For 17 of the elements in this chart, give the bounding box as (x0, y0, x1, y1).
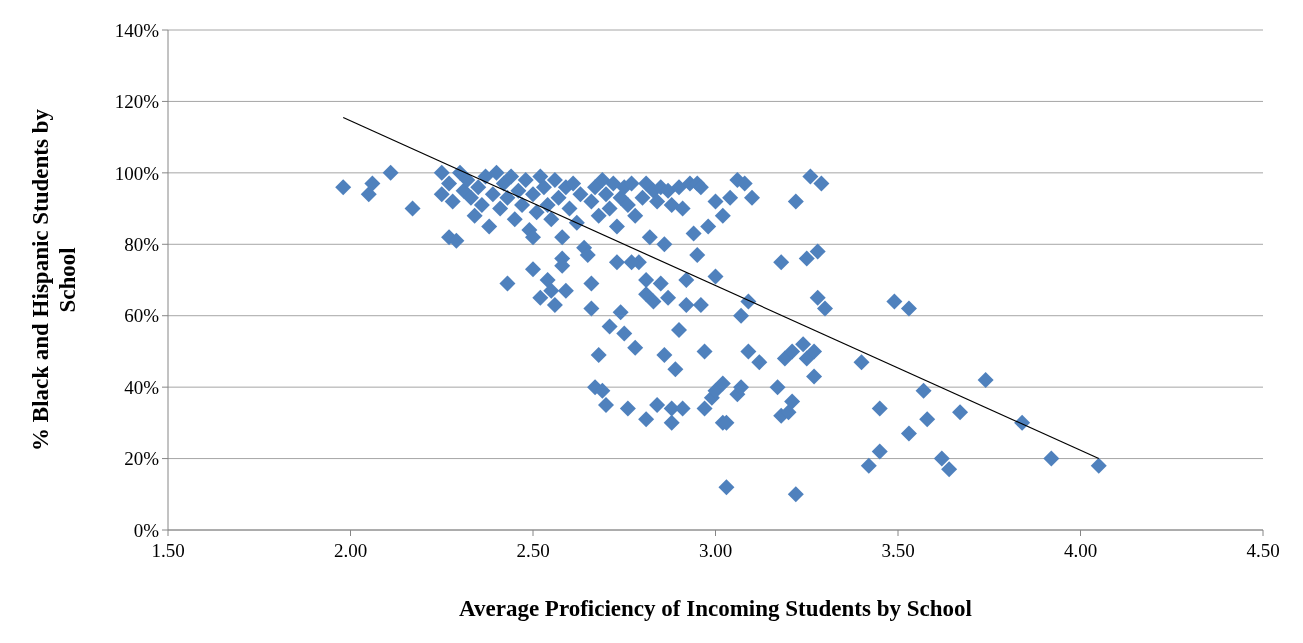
y-axis-title: % Black and Hispanic Students by School (28, 108, 80, 451)
y-tick-label: 60% (124, 305, 160, 327)
y-tick-label: 100% (114, 162, 160, 184)
y-tick-label: 40% (124, 376, 160, 398)
x-tick-label: 1.50 (151, 540, 185, 561)
x-tick-label: 2.50 (516, 540, 550, 561)
y-tick-label: 80% (124, 233, 160, 255)
y-tick-label: 140% (114, 19, 160, 41)
x-tick-label: 4.00 (1063, 540, 1098, 561)
x-tick-label: 4.50 (1246, 540, 1280, 561)
y-tick-label: 0% (133, 519, 160, 541)
y-tick-label: 20% (124, 448, 160, 470)
x-tick-label: 3.00 (698, 540, 733, 561)
x-tick-label: 2.00 (333, 540, 368, 561)
x-tick-label: 3.50 (881, 540, 915, 561)
x-axis-title: Average Proficiency of Incoming Students by School (459, 596, 972, 621)
y-tick-label: 120% (114, 91, 160, 113)
